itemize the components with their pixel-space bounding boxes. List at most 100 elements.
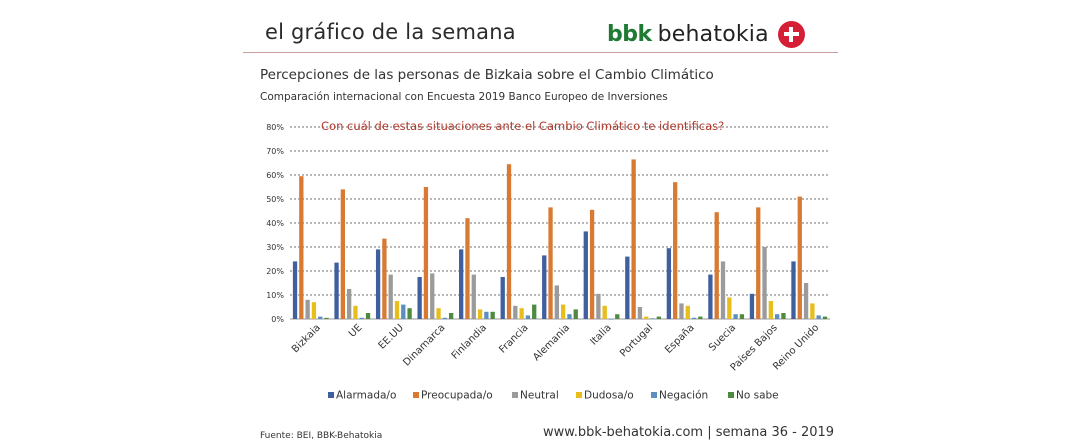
bar <box>797 196 802 319</box>
footer-separator: | <box>703 425 716 440</box>
bar <box>561 304 566 319</box>
bar <box>548 207 553 319</box>
bar <box>471 274 476 319</box>
bar <box>631 159 636 319</box>
x-tick-label: España <box>663 322 697 356</box>
legend-label: No sabe <box>736 390 779 402</box>
bar <box>542 255 547 319</box>
y-tick-label: 60% <box>266 171 284 180</box>
bar <box>436 308 441 319</box>
x-tick-label: Bizkaia <box>290 322 323 355</box>
bar <box>490 311 495 319</box>
bar <box>708 274 713 319</box>
bar <box>756 207 761 319</box>
bar <box>382 238 387 319</box>
legend-swatch <box>413 392 419 398</box>
x-tick-label: Suecia <box>707 322 738 353</box>
bar <box>679 303 684 319</box>
bar <box>567 314 572 319</box>
bar <box>513 305 518 319</box>
x-tick-label: Alemania <box>531 322 572 363</box>
bar <box>637 307 643 319</box>
legend-label: Dudosa/o <box>584 390 634 402</box>
footer-week: semana 36 - 2019 <box>715 425 835 440</box>
bar <box>318 316 323 319</box>
legend-label: Neutral <box>520 390 559 402</box>
bar <box>583 231 588 319</box>
y-tick-label: 30% <box>266 243 284 252</box>
bar <box>720 261 726 319</box>
brand-name: behatokia <box>657 21 769 47</box>
bar <box>430 273 435 319</box>
bar <box>698 316 703 319</box>
bar <box>353 305 358 319</box>
legend-label: Alarmada/o <box>336 390 396 402</box>
bar <box>739 314 745 319</box>
legend-swatch <box>576 392 582 398</box>
bar <box>733 314 738 319</box>
bar <box>810 303 815 319</box>
legend-label: Preocupada/o <box>421 390 493 402</box>
bar <box>448 313 454 319</box>
bar <box>401 304 406 319</box>
bar <box>459 249 464 319</box>
bar <box>803 283 809 319</box>
bar <box>292 261 298 319</box>
bar <box>749 293 755 319</box>
bar <box>650 318 655 319</box>
bar <box>442 317 447 319</box>
x-tick-label: EE.UU <box>377 322 406 351</box>
legend-swatch <box>512 392 518 398</box>
bar <box>666 248 672 319</box>
brand-logo: bbk behatokia <box>607 18 805 50</box>
y-tick-label: 0% <box>271 315 284 324</box>
bar <box>388 274 393 319</box>
legend-swatch <box>728 392 734 398</box>
bar <box>347 289 352 319</box>
bar <box>727 297 732 319</box>
bar <box>791 261 796 319</box>
footer-source: Fuente: BEI, BBK-Behatokia <box>260 431 383 441</box>
y-tick-label: 50% <box>266 195 284 204</box>
bar <box>375 249 381 319</box>
brand-short: bbk <box>607 21 652 47</box>
bar <box>465 218 470 319</box>
bar <box>506 164 512 319</box>
bar <box>500 277 505 319</box>
bar <box>774 314 780 319</box>
bar <box>573 309 578 319</box>
bar <box>554 285 559 319</box>
bar <box>822 316 828 319</box>
bar <box>324 317 329 319</box>
bar <box>781 313 786 319</box>
bar <box>762 247 767 319</box>
y-tick-label: 80% <box>266 123 284 132</box>
x-tick-label: Italia <box>588 322 613 347</box>
bar <box>305 299 310 319</box>
x-tick-label: Finlandia <box>450 322 489 361</box>
bar <box>423 187 429 319</box>
bar <box>311 302 317 319</box>
bar <box>299 176 304 319</box>
x-tick-label: UE <box>347 322 364 339</box>
bar <box>816 315 821 319</box>
bar <box>334 262 339 319</box>
bar <box>365 313 371 319</box>
legend-swatch <box>651 392 657 398</box>
legend-label: Negación <box>659 390 708 402</box>
y-tick-label: 20% <box>266 267 284 276</box>
swiss-cross-icon <box>777 20 805 48</box>
bar <box>519 308 524 319</box>
bar <box>477 309 483 319</box>
x-tick-label: Dinamarca <box>401 322 447 368</box>
bar <box>359 317 364 319</box>
footer-site-link[interactable]: www.bbk-behatokia.com <box>543 425 704 440</box>
bar <box>656 316 661 319</box>
bar <box>615 314 620 319</box>
bar <box>589 209 595 319</box>
bar <box>484 311 489 319</box>
x-tick-label: Francia <box>497 322 530 355</box>
bar <box>525 315 531 319</box>
y-tick-label: 70% <box>266 147 284 156</box>
